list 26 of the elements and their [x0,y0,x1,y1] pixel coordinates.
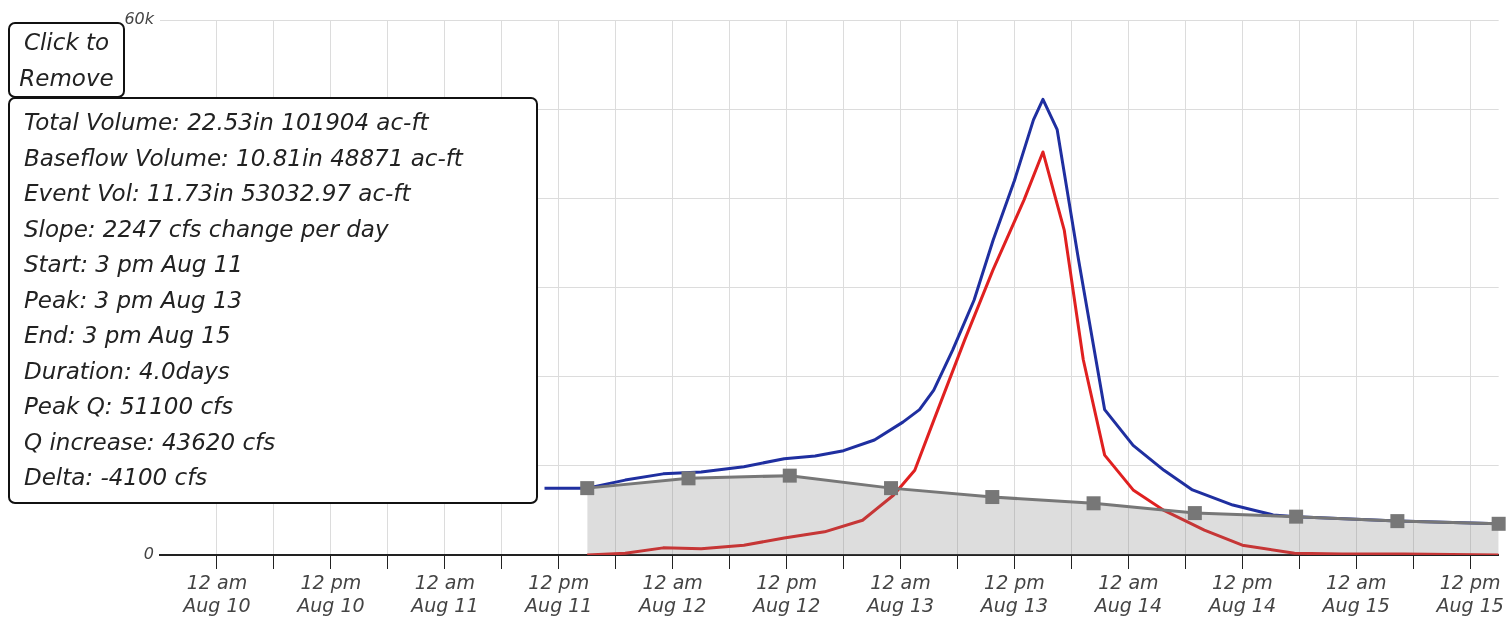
x-tick-label: 12 pm Aug 13 [978,571,1049,617]
point [580,481,595,496]
x-tick-label: 12 am Aug 12 [637,571,707,617]
point [1086,496,1101,511]
point [884,481,899,496]
x-tick-label: 12 am Aug 11 [409,571,479,617]
y-tick-label: 60k [124,9,155,29]
point [985,490,1000,505]
x-tick-label: 12 pm Aug 12 [750,571,821,617]
point [1491,516,1506,531]
point [1289,509,1304,524]
x-tick-label: 12 pm Aug 14 [1206,571,1276,617]
x-tick-label: 12 pm Aug 10 [295,571,365,617]
point [782,468,797,483]
info-box: Total Volume: 22.53in 101904 ac-ft Baseflow Volume: 10.81in 48871 ac-ft Event Vol: 11.73in 53032.97 ac-ft Slope: 2247 cfs change per day Start: 3 pm Aug 11 Peak: 3 pm Aug 13 End: 3 pm Aug 15 Duration: 4.0days Peak Q: 51100 cfs Q increase: 43620 cfs Delta: -4100 cfs [8,97,538,504]
point [681,471,696,486]
point [1390,514,1405,529]
y-tick-label: 0 [143,544,154,564]
x-tick-label: 12 pm Aug 11 [523,571,593,617]
point [1187,506,1202,521]
x-tick-label: 12 am Aug 13 [864,571,935,617]
remove-button: Click to Remove [8,22,125,98]
x-tick-label: 12 am Aug 14 [1092,571,1163,617]
x-tick-label: 12 pm Aug 15 [1434,571,1504,617]
x-tick-label: 12 am Aug 10 [181,571,251,617]
x-tick-label: 12 am Aug 15 [1320,571,1390,617]
